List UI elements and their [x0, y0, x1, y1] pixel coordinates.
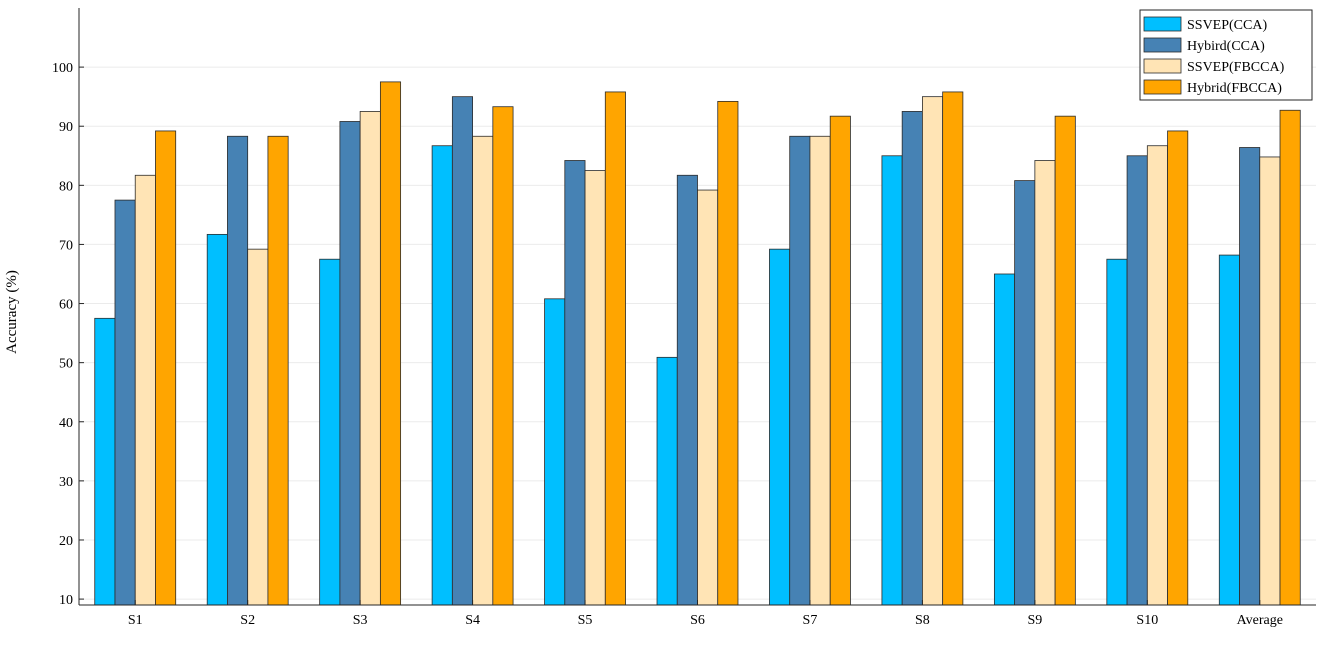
bar-Hybird(CCA)-S6: [676, 174, 698, 606]
legend-swatch: [1143, 37, 1182, 53]
bar-Hybrid(FBCCA)-Average: [1279, 109, 1301, 606]
y-tick-label: 100: [52, 61, 73, 76]
x-tick-label: Average: [1237, 613, 1283, 628]
bar-Hybird(CCA)-S9: [1014, 180, 1036, 606]
bar-Hybird(CCA)-S3: [339, 121, 361, 606]
bar-SSVEP(FBCCA)-S2: [247, 248, 269, 606]
x-tick-label: S8: [915, 613, 930, 628]
bar-SSVEP(CCA)-S6: [656, 356, 678, 606]
bar-Hybird(CCA)-S4: [451, 96, 473, 606]
legend-swatch: [1143, 79, 1182, 95]
bar-SSVEP(FBCCA)-S8: [922, 96, 944, 606]
y-tick-label: 90: [59, 120, 73, 135]
x-tick-label: S7: [803, 613, 818, 628]
bars: [94, 81, 1301, 606]
bar-SSVEP(CCA)-S8: [881, 155, 903, 606]
bar-SSVEP(CCA)-S5: [544, 298, 566, 606]
bar-SSVEP(CCA)-S1: [94, 317, 116, 606]
x-tick-labels: S1 S2 S3 S4 S5 S6 S7 S8 S9 S10 Average: [128, 600, 1283, 628]
bar-SSVEP(CCA)-S2: [206, 233, 228, 606]
legend-label: SSVEP(FBCCA): [1187, 60, 1285, 75]
y-tick-label: 20: [59, 534, 73, 549]
bar-Hybrid(FBCCA)-S3: [379, 81, 402, 606]
bar-SSVEP(CCA)-S7: [769, 248, 791, 606]
y-tick-label: 50: [59, 357, 73, 372]
x-tick-label: S2: [240, 613, 255, 628]
legend-label: Hybird(CCA): [1187, 39, 1265, 54]
bar-SSVEP(FBCCA)-S9: [1034, 160, 1056, 606]
bar-SSVEP(CCA)-S3: [319, 258, 341, 606]
bar-Hybird(CCA)-S1: [114, 199, 136, 606]
bar-Hybrid(FBCCA)-S6: [717, 100, 739, 606]
bar-Hybird(CCA)-S8: [901, 111, 923, 606]
bar-Hybird(CCA)-S7: [789, 135, 811, 606]
y-tick-label: 30: [59, 475, 73, 490]
y-tick-labels: 10 20 30 40 50 60 70 80 90 100: [52, 61, 84, 608]
bar-SSVEP(CCA)-S10: [1106, 258, 1128, 606]
legend: SSVEP(CCA) Hybird(CCA) SSVEP(FBCCA) Hybrid(…: [1139, 9, 1313, 101]
bar-Hybrid(FBCCA)-S2: [267, 135, 289, 606]
bar-SSVEP(CCA)-S4: [431, 145, 453, 606]
y-tick-label: 60: [59, 298, 73, 313]
legend-label: SSVEP(CCA): [1187, 18, 1267, 33]
y-tick-label: 10: [59, 593, 73, 608]
bar-Hybird(CCA)-S10: [1126, 155, 1148, 606]
y-tick-label: 80: [59, 179, 73, 194]
bar-SSVEP(FBCCA)-S7: [809, 135, 831, 606]
bar-Hybrid(FBCCA)-S10: [1167, 130, 1189, 606]
x-tick-label: S6: [690, 613, 705, 628]
bar-Hybrid(FBCCA)-S9: [1054, 115, 1076, 606]
bar-SSVEP(FBCCA)-S4: [472, 135, 494, 606]
bar-Hybird(CCA)-S2: [227, 135, 249, 606]
x-tick-label: S10: [1136, 613, 1158, 628]
bar-SSVEP(FBCCA)-S3: [359, 111, 381, 606]
legend-swatch: [1143, 16, 1182, 32]
bar-Hybrid(FBCCA)-S4: [492, 106, 514, 606]
bar-SSVEP(FBCCA)-S5: [584, 170, 606, 606]
x-tick-label: S3: [353, 613, 368, 628]
y-tick-label: 40: [59, 416, 73, 431]
bar-Hybrid(FBCCA)-S7: [829, 115, 851, 606]
x-tick-label: S5: [578, 613, 593, 628]
bar-SSVEP(FBCCA)-Average: [1259, 156, 1281, 606]
bar-Hybrid(FBCCA)-S1: [155, 130, 177, 606]
x-tick-label: S4: [465, 613, 480, 628]
bar-SSVEP(FBCCA)-S6: [697, 189, 719, 606]
legend-label: Hybrid(FBCCA): [1187, 81, 1282, 96]
x-tick-label: S9: [1027, 613, 1042, 628]
bar-Hybrid(FBCCA)-S5: [604, 91, 626, 606]
bar-SSVEP(CCA)-Average: [1218, 254, 1240, 606]
legend-swatch: [1143, 58, 1182, 74]
y-tick-label: 70: [59, 238, 73, 253]
bar-SSVEP(FBCCA)-S10: [1146, 145, 1168, 606]
bar-Hybrid(FBCCA)-S8: [942, 91, 964, 606]
bar-Hybird(CCA)-S5: [564, 160, 586, 606]
bar-SSVEP(FBCCA)-S1: [134, 174, 156, 606]
bar-Hybird(CCA)-Average: [1239, 147, 1261, 606]
y-axis-label: Accuracy (%): [4, 270, 20, 354]
bar-SSVEP(CCA)-S9: [993, 273, 1016, 606]
x-tick-label: S1: [128, 613, 143, 628]
